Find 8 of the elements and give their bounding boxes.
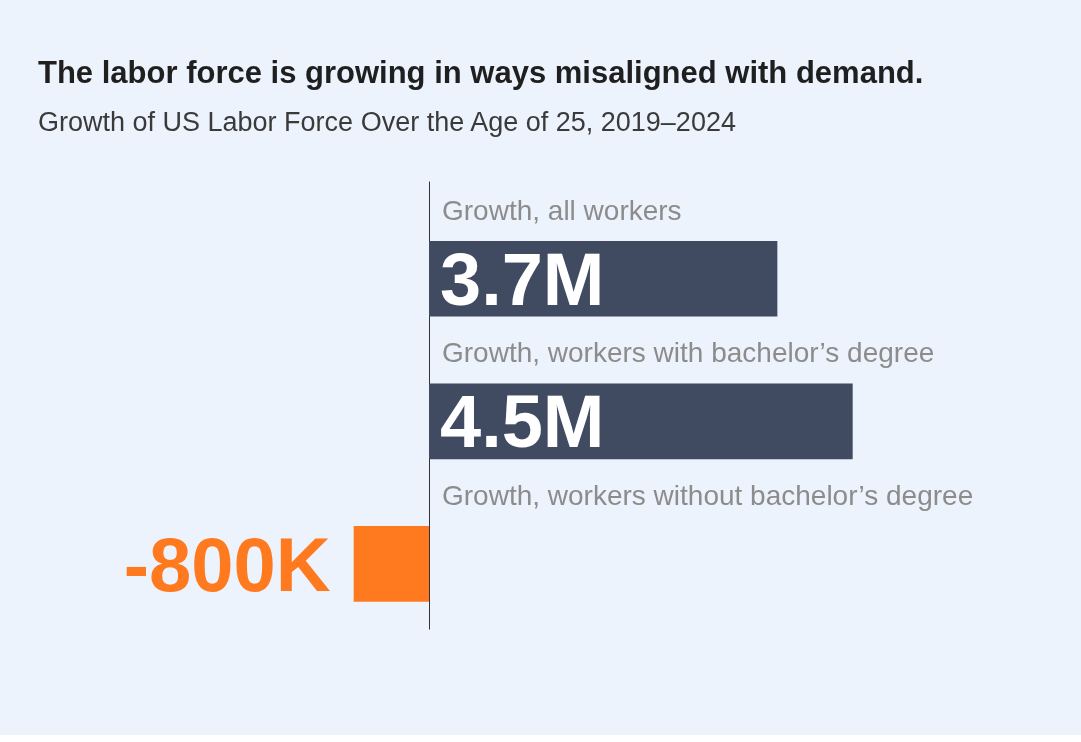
chart-subtitle: Growth of US Labor Force Over the Age of 25, 2019–2024: [38, 107, 736, 137]
data-label: -800K: [123, 521, 331, 607]
chart-title: The labor force is growing in ways misaligned with demand.: [38, 55, 924, 90]
y-tick-label: Growth, workers without bachelor’s degree: [442, 479, 974, 511]
y-tick-label: Growth, workers with bachelor’s degree: [442, 337, 935, 369]
y-tick-label: Growth, all workers: [442, 194, 682, 226]
data-label: 3.7M: [440, 237, 605, 321]
data-label: 4.5M: [440, 380, 605, 464]
